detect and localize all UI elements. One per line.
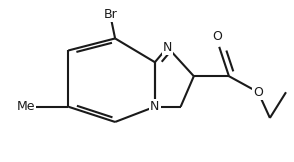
Text: Me: Me: [16, 100, 35, 113]
Text: O: O: [212, 30, 222, 43]
Text: O: O: [253, 86, 263, 99]
Text: N: N: [150, 100, 160, 113]
Text: N: N: [163, 41, 172, 54]
Text: Br: Br: [103, 8, 117, 21]
